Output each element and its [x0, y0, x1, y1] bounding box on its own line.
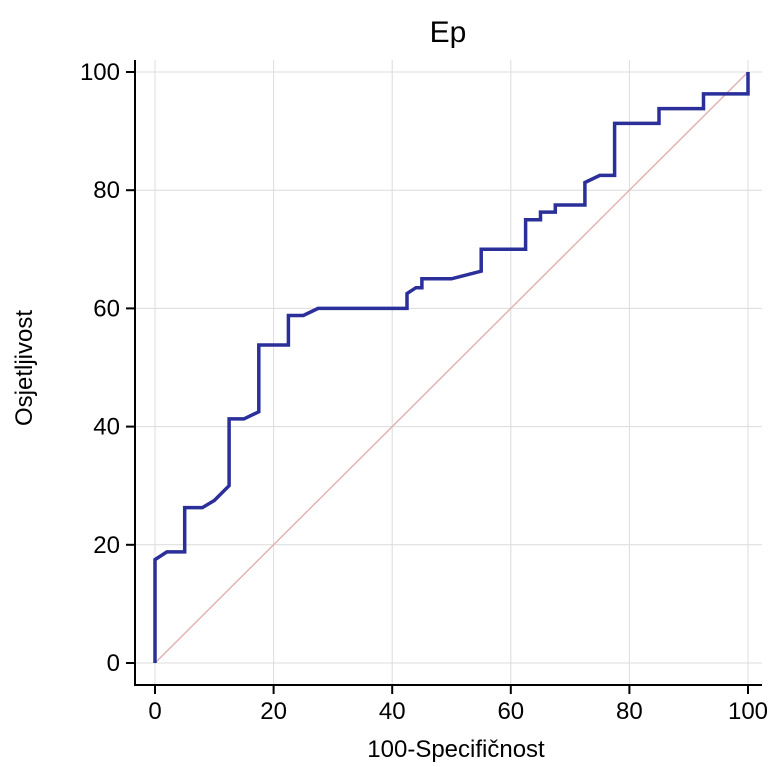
x-tick-label: 0 [148, 698, 161, 725]
y-tick-label: 0 [107, 650, 120, 677]
x-tick-label: 20 [260, 698, 287, 725]
x-axis: 0 20 40 60 80 100 [148, 685, 768, 725]
axes [134, 60, 762, 686]
chart-title: Ep [430, 16, 467, 49]
y-tick-label: 20 [93, 532, 120, 559]
y-axis-label: Osjetljivost [11, 310, 38, 426]
grid [135, 60, 762, 685]
x-tick-label: 40 [379, 698, 406, 725]
x-tick-label: 60 [497, 698, 524, 725]
y-tick-label: 40 [93, 414, 120, 441]
y-tick-label: 80 [93, 177, 120, 204]
x-tick-label: 100 [728, 698, 768, 725]
reference-line [154, 71, 749, 664]
diagonal-reference-line [154, 71, 749, 664]
y-axis: 0 20 40 60 80 100 [80, 59, 135, 677]
roc-curve [153, 72, 750, 663]
roc-curve-line [153, 72, 750, 663]
x-axis-label: 100-Specifičnost [367, 736, 545, 763]
y-tick-label: 100 [80, 59, 120, 86]
y-tick-label: 60 [93, 295, 120, 322]
axis-frame [134, 60, 762, 686]
x-tick-label: 80 [616, 698, 643, 725]
